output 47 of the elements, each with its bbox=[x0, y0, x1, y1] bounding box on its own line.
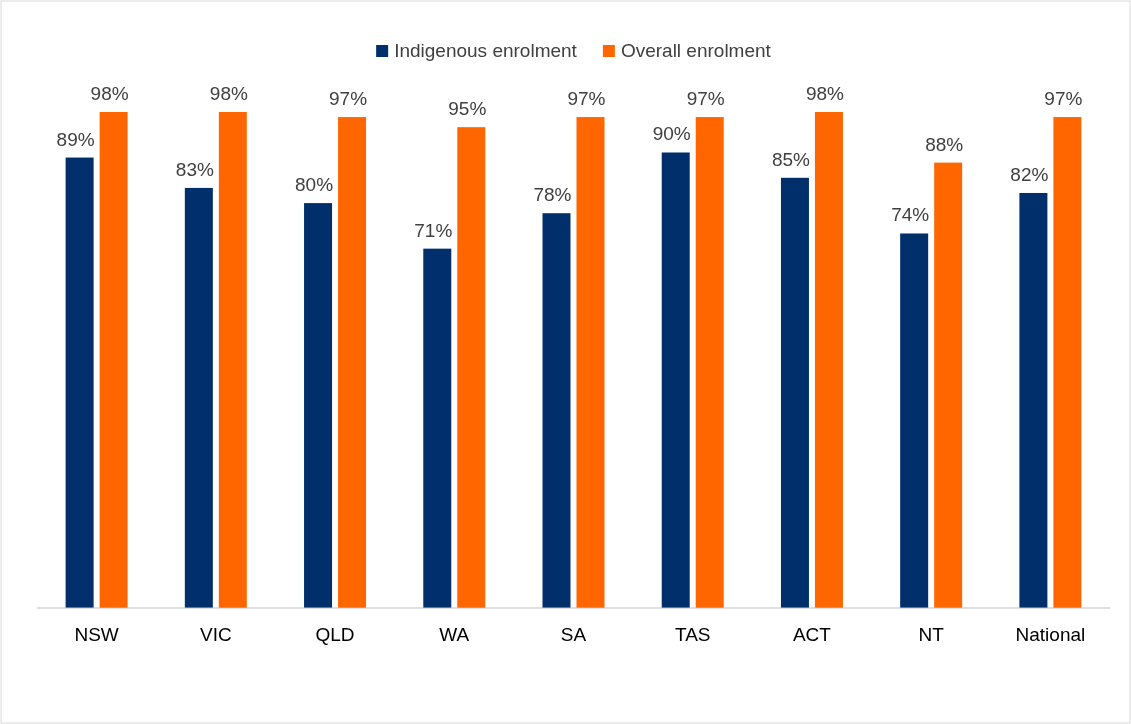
bar bbox=[1019, 192, 1048, 608]
x-tick-label: NSW bbox=[74, 624, 119, 646]
data-label: 71% bbox=[414, 219, 453, 241]
legend-label: Overall enrolment bbox=[620, 40, 772, 61]
data-label: 97% bbox=[567, 88, 606, 110]
data-label: 85% bbox=[771, 148, 811, 170]
data-label: 90% bbox=[652, 123, 691, 145]
bar bbox=[542, 213, 571, 608]
data-label: 88% bbox=[925, 133, 964, 155]
bar bbox=[1053, 117, 1082, 608]
data-label: 98% bbox=[805, 83, 845, 104]
bar bbox=[814, 112, 843, 608]
bar bbox=[184, 187, 213, 608]
data-label: 89% bbox=[56, 128, 95, 150]
bar bbox=[934, 162, 963, 608]
x-tick-label: VIC bbox=[199, 624, 232, 646]
data-label: 74% bbox=[891, 204, 930, 226]
bar bbox=[65, 157, 94, 608]
data-label: 83% bbox=[175, 158, 214, 180]
x-tick-label: WA bbox=[439, 624, 470, 646]
bar bbox=[457, 127, 486, 608]
data-label: 80% bbox=[295, 174, 334, 196]
bar bbox=[218, 112, 247, 608]
data-label: 78% bbox=[533, 184, 572, 206]
bar bbox=[780, 177, 809, 608]
data-label: 97% bbox=[686, 88, 725, 110]
x-tick-label: SA bbox=[560, 624, 587, 646]
data-label: 98% bbox=[90, 83, 129, 104]
bar bbox=[304, 203, 333, 608]
bar bbox=[576, 117, 605, 608]
x-tick-label: NT bbox=[918, 624, 945, 646]
x-tick-label: ACT bbox=[792, 624, 832, 646]
bar bbox=[99, 112, 128, 608]
bar bbox=[900, 233, 929, 608]
legend-label: Indigenous enrolment bbox=[394, 40, 578, 61]
data-label: 95% bbox=[448, 98, 487, 120]
data-label: 97% bbox=[1044, 88, 1083, 110]
bar bbox=[338, 117, 367, 608]
x-tick-label: QLD bbox=[315, 624, 355, 646]
bar bbox=[423, 248, 452, 608]
x-tick-label: National bbox=[1015, 624, 1086, 646]
x-tick-label: TAS bbox=[674, 624, 711, 646]
data-label: 82% bbox=[1010, 163, 1049, 185]
data-label: 97% bbox=[329, 88, 368, 110]
bar bbox=[661, 152, 690, 608]
bar bbox=[695, 117, 724, 608]
data-label: 98% bbox=[209, 83, 248, 104]
